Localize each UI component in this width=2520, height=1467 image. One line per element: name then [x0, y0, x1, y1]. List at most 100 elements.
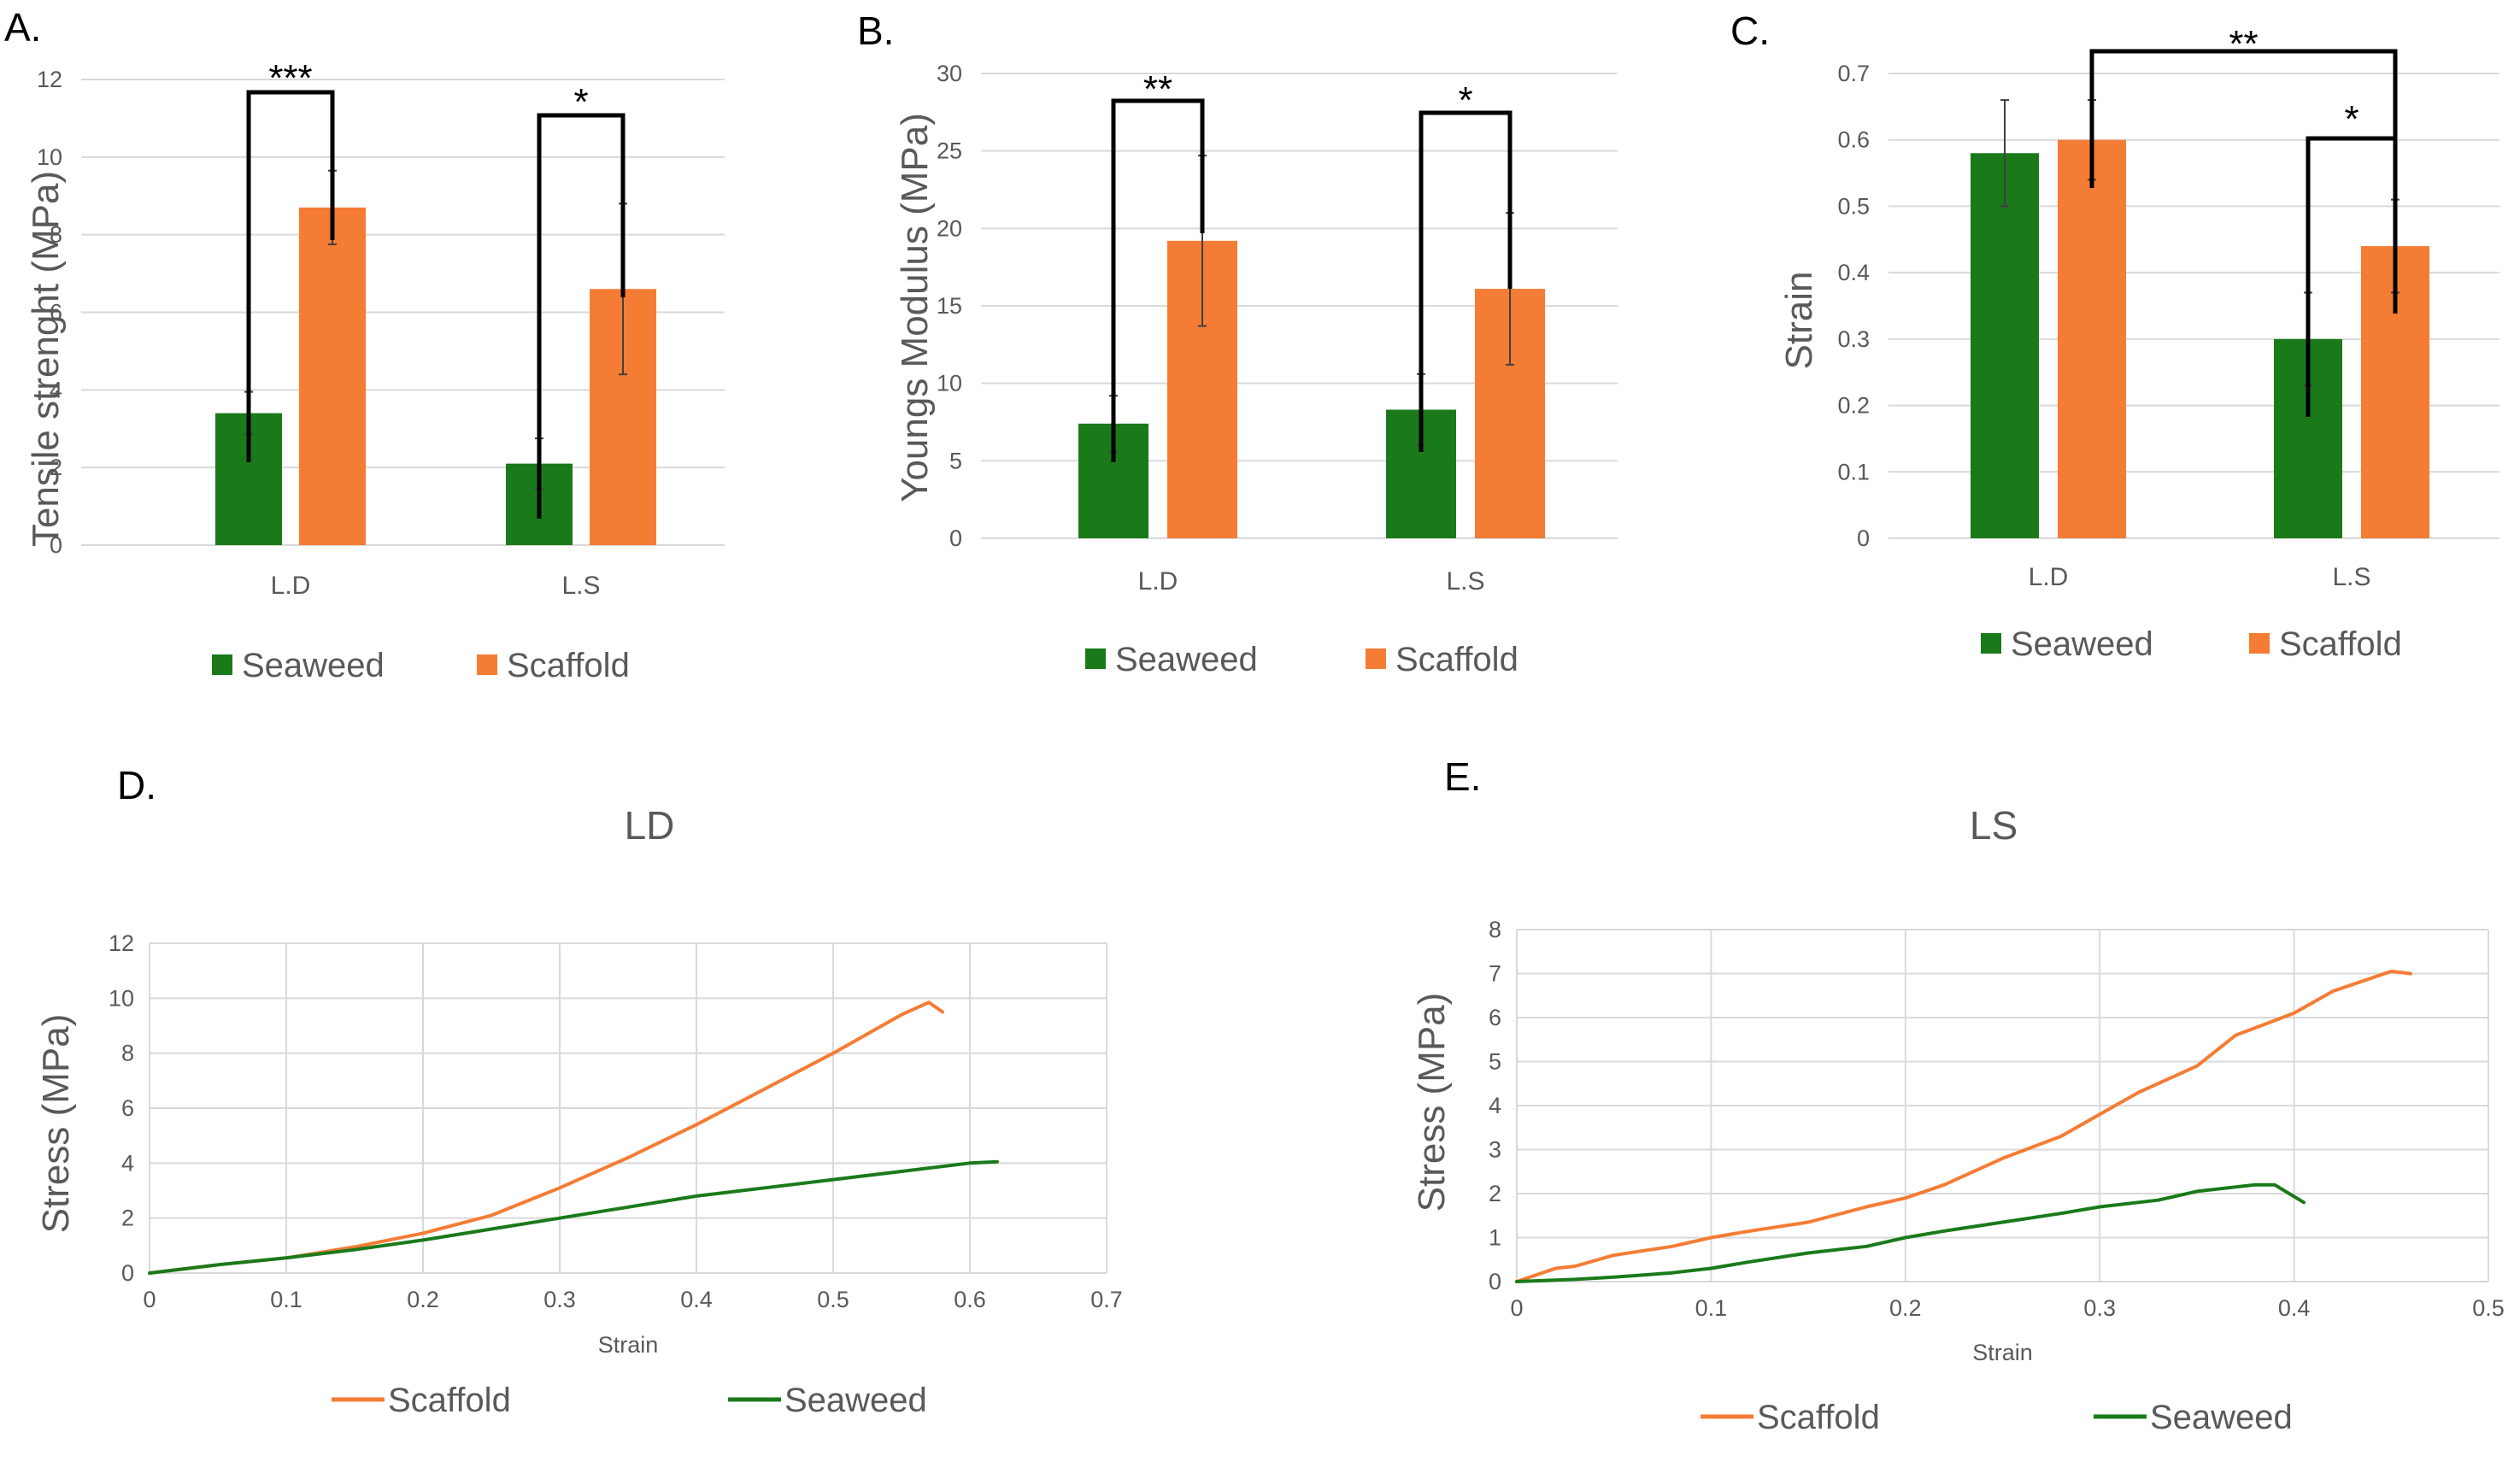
y-tick-label: 7 [1489, 961, 1501, 987]
y-axis-label: Stress (MPa) [35, 1014, 77, 1234]
y-axis-label: Stress (MPa) [1411, 993, 1453, 1212]
y-tick-label: 5 [949, 448, 962, 473]
panel-letter: C. [1730, 9, 1770, 53]
y-tick-label: 0 [1489, 1269, 1501, 1294]
legend-label-scaffold: Scaffold [388, 1382, 511, 1419]
y-tick-label: 0 [949, 525, 962, 551]
y-tick-label: 5 [1489, 1049, 1501, 1075]
category-label: L.S [1446, 567, 1484, 596]
significance-bracket [537, 113, 626, 519]
y-tick-label: 1 [1489, 1225, 1501, 1251]
y-tick-label: 15 [937, 293, 962, 319]
y-tick-label: 0 [121, 1260, 134, 1286]
x-tick-label: 0.3 [2083, 1295, 2116, 1321]
y-tick-label: 0.6 [1837, 127, 1870, 153]
y-tick-label: 12 [109, 930, 134, 956]
x-tick-label: 0 [143, 1287, 156, 1312]
y-tick-label: 0.4 [1837, 260, 1870, 285]
significance-stars: * [2344, 98, 2358, 140]
legend-swatch-scaffold [1366, 648, 1386, 669]
y-tick-label: 0.2 [1837, 393, 1870, 419]
y-tick-label: 4 [121, 1150, 134, 1176]
line-seaweed [148, 1159, 999, 1275]
bar-scaffold-ld [299, 207, 366, 545]
legend-label-seaweed: Seaweed [784, 1382, 927, 1419]
legend-label-scaffold: Scaffold [2279, 625, 2402, 663]
y-axis-label: Tensile strenght (MPa) [25, 171, 67, 547]
y-tick-label: 0 [50, 532, 62, 558]
x-tick-label: 0.7 [1090, 1287, 1123, 1312]
y-tick-label: 20 [937, 215, 962, 241]
x-tick-label: 0.4 [2278, 1295, 2311, 1321]
category-label: L.D [2029, 563, 2069, 591]
x-tick-label: 0.2 [1889, 1295, 1922, 1321]
y-tick-label: 30 [937, 61, 962, 86]
x-tick-label: 0.1 [1695, 1295, 1728, 1321]
panel-letter: E. [1444, 754, 1481, 799]
chart-title: LS [1970, 803, 2018, 848]
legend-swatch-scaffold [477, 654, 497, 675]
panel-letter: D. [117, 763, 156, 807]
panel-e-ls-stress-strain-chart: E. LS 0 1 2 3 4 5 6 7 8 0 0.1 0.2 0.3 0.4 0.5 Strain Stres… [1411, 754, 2505, 1436]
significance-stars: * [573, 81, 588, 123]
legend-swatch-seaweed [1085, 648, 1106, 669]
legend-label-seaweed: Seaweed [1115, 641, 1258, 678]
significance-stars: * [1458, 79, 1472, 121]
y-tick-label: 8 [50, 222, 62, 248]
x-tick-label: 0.1 [270, 1287, 303, 1312]
y-axis-label: Strain [1778, 272, 1820, 370]
category-label: L.S [2332, 563, 2370, 591]
x-tick-label: 0.6 [954, 1287, 986, 1312]
panel-a-tensile-strength-chart: A. 0 2 4 6 8 10 12 Tensile strenght (MPa) L.D L.S *… [4, 5, 725, 684]
y-tick-label: 0 [1857, 525, 1870, 551]
legend-swatch-seaweed [212, 654, 232, 675]
x-tick-label: 0.2 [407, 1287, 439, 1312]
panel-b-youngs-modulus-chart: B. 0 5 10 15 20 25 30 Youngs Modulus (MPa) L.D L.S… [857, 9, 1618, 678]
significance-bracket [1419, 110, 1513, 452]
y-tick-label: 0.7 [1837, 61, 1870, 86]
legend-label-scaffold: Scaffold [507, 647, 630, 684]
significance-bracket [1111, 98, 1205, 462]
y-tick-label: 4 [50, 377, 62, 402]
y-tick-label: 10 [37, 144, 62, 170]
y-axis-label: Youngs Modulus (MPa) [894, 113, 936, 502]
y-tick-label: 2 [1489, 1181, 1501, 1206]
y-tick-label: 8 [1489, 917, 1501, 942]
y-tick-label: 8 [121, 1041, 134, 1066]
category-label: L.D [271, 572, 311, 600]
x-axis-label: Strain [598, 1332, 659, 1358]
y-tick-label: 4 [1489, 1093, 1501, 1118]
line-seaweed [1515, 1182, 2306, 1283]
legend-label-seaweed: Seaweed [2011, 625, 2153, 663]
x-tick-label: 0 [1510, 1295, 1523, 1321]
significance-stars: ** [1143, 68, 1172, 110]
legend-label-seaweed: Seaweed [242, 647, 385, 684]
legend-label-scaffold: Scaffold [1757, 1399, 1880, 1436]
x-tick-label: 0.4 [680, 1287, 713, 1312]
y-tick-label: 6 [121, 1095, 134, 1121]
significance-bracket [246, 90, 335, 462]
legend-label-scaffold: Scaffold [1395, 641, 1518, 678]
y-tick-label: 0.5 [1837, 193, 1870, 219]
legend-swatch-scaffold [2249, 633, 2270, 654]
bar-seaweed-ld [1971, 153, 2039, 538]
panel-letter: A. [4, 5, 41, 50]
y-tick-label: 0.1 [1837, 459, 1870, 484]
y-tick-label: 2 [121, 1206, 134, 1231]
chart-title: LD [625, 803, 675, 848]
panel-d-ld-stress-strain-chart: D. LD 0 2 4 6 8 10 12 0 0.1 0.2 0.3 0.4 0.5 0.6 0.7 Strai… [35, 763, 1123, 1419]
x-tick-label: 0.5 [817, 1287, 849, 1312]
x-tick-label: 0.5 [2472, 1295, 2505, 1321]
category-label: L.D [1138, 567, 1178, 596]
bar-scaffold-ld [2058, 139, 2126, 538]
line-scaffold [1515, 969, 2412, 1283]
legend-label-seaweed: Seaweed [2150, 1399, 2293, 1436]
significance-stars: ** [2229, 23, 2258, 65]
y-tick-label: 6 [1489, 1005, 1501, 1030]
y-tick-label: 2 [50, 455, 62, 480]
legend-swatch-seaweed [1981, 633, 2001, 654]
significance-bracket [2306, 136, 2398, 417]
y-tick-label: 25 [937, 138, 962, 164]
